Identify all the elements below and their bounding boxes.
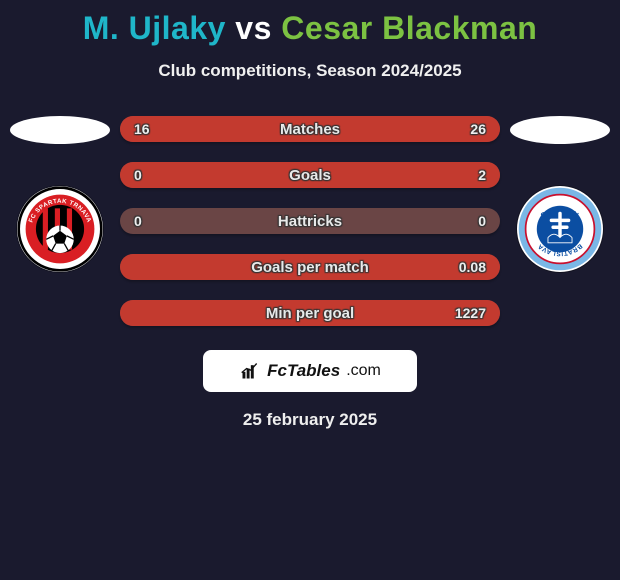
stat-label: Goals [120, 167, 500, 184]
stat-value-right: 2 [478, 167, 486, 183]
comparison-card: M. Ujlaky vs Cesar Blackman Club competi… [0, 0, 620, 580]
stat-bar: Goals0 2 [120, 162, 500, 188]
spartak-trnava-badge-icon: FC SPARTAK TRNAVA [17, 186, 103, 272]
stat-label: Hattricks [120, 213, 500, 230]
date-text: 25 february 2025 [243, 410, 377, 430]
player-a-name: M. Ujlaky [83, 10, 226, 46]
stat-bar: Goals per match0.08 [120, 254, 500, 280]
team-b-platform [510, 116, 610, 144]
team-a-platform [10, 116, 110, 144]
stat-label: Goals per match [120, 259, 500, 276]
page-title: M. Ujlaky vs Cesar Blackman [83, 10, 538, 47]
stat-value-right: 26 [470, 121, 486, 137]
stat-value-left: 0 [134, 167, 142, 183]
subtitle: Club competitions, Season 2024/2025 [158, 61, 461, 81]
stat-bar: Matches16 26 [120, 116, 500, 142]
stat-value-left: 16 [134, 121, 150, 137]
vs-word: vs [235, 10, 272, 46]
stat-label: Matches [120, 121, 500, 138]
stat-value-right: 0 [478, 213, 486, 229]
team-a-crest: FC SPARTAK TRNAVA [17, 186, 103, 272]
brand-badge: FcTables .com [203, 350, 417, 392]
stat-label: Min per goal [120, 305, 500, 322]
comparison-body: FC SPARTAK TRNAVA Matches1626Goals02Hatt… [0, 116, 620, 326]
slovan-bratislava-badge-icon: SLOVAN BRATISLAVA [517, 186, 603, 272]
stat-bar: Min per goal1227 [120, 300, 500, 326]
player-b-name: Cesar Blackman [281, 10, 537, 46]
stat-bar: Hattricks0 0 [120, 208, 500, 234]
team-b-crest: SLOVAN BRATISLAVA [517, 186, 603, 272]
brand-domain: .com [346, 362, 381, 380]
team-b-column: SLOVAN BRATISLAVA [505, 116, 615, 272]
stat-bars: Matches1626Goals02Hattricks00Goals per m… [120, 116, 500, 326]
stat-value-right: 0.08 [459, 259, 486, 275]
brand-name: FcTables [267, 361, 340, 381]
stat-value-right: 1227 [455, 305, 486, 321]
bar-chart-icon [239, 361, 261, 381]
team-a-column: FC SPARTAK TRNAVA [5, 116, 115, 272]
stat-value-left: 0 [134, 213, 142, 229]
